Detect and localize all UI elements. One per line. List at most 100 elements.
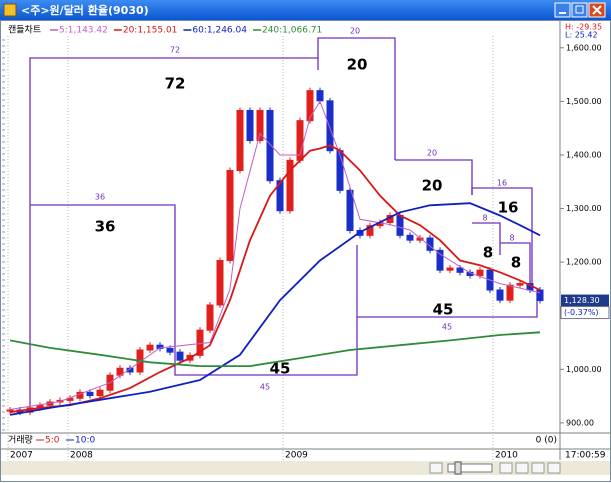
candle [506,284,514,301]
y-tick-label: 1,400.00 [566,150,602,159]
x-tick-label: 2010 [495,451,518,461]
candle [146,344,154,351]
low-info: L: 25.42 [565,31,598,40]
candle [286,159,294,212]
annotation-small: 72 [170,46,180,55]
annotation-small: 45 [442,323,452,332]
candle [446,267,454,271]
annotation-big: 45 [270,360,291,378]
candle [6,409,14,412]
annotation-small: 36 [95,193,105,202]
maximize-button[interactable] [571,2,588,18]
ma-line [9,100,541,410]
candle [276,180,284,212]
change-box [560,306,610,320]
annotation-big: 20 [347,56,368,74]
candle [496,289,504,301]
ma-line [9,202,541,416]
annotation-bracket [317,37,396,160]
candle [326,100,334,152]
volume-ma5: 5:0 [45,436,60,446]
candle [456,267,464,273]
candle [396,215,404,236]
minimize-button[interactable] [554,2,571,18]
annotation-bracket [356,245,538,318]
legend-label: 240:1,066.71 [262,26,322,36]
ma-line [9,331,541,367]
maximize-icon [575,5,584,14]
legend-label: 5:1,143.42 [59,26,108,36]
candle [476,269,484,277]
zoom-in[interactable] [515,462,529,474]
annotation-small: 8 [509,234,514,243]
candle [176,351,184,361]
annotation-bracket [174,317,358,376]
y-tick-label: 1,000.00 [566,365,602,374]
candle [86,391,94,397]
close-icon [592,5,602,15]
scroll-left[interactable] [429,462,443,474]
y-tick-label: 1,600.00 [566,43,602,52]
last-price-box [561,294,609,307]
annotation-small: 20 [427,149,437,158]
candle [346,189,354,232]
candle [96,389,104,397]
window-title: <주>원/달러 환율(9030) [21,3,149,17]
candle [206,304,214,331]
y-tick-label: 1,500.00 [566,97,602,106]
volume-label: 거래량 [8,434,33,446]
legend-label: 60:1,246.04 [192,26,247,36]
zoom-slider[interactable] [447,463,493,473]
candle [226,170,234,262]
annotation-small: 45 [260,383,270,392]
candle [166,347,174,353]
annotation-big: 8 [511,254,521,272]
change-label: (-0.37%) [564,308,599,317]
candle [516,283,524,286]
annotation-big: 45 [433,301,454,319]
y-tick-label: 1,300.00 [566,204,602,213]
annotation-big: 16 [498,199,519,217]
window-buttons[interactable] [554,2,606,18]
annotation-bracket [30,204,176,330]
x-tick-label: 2007 [10,451,33,461]
candle [246,109,254,141]
annotation-bracket [472,222,501,255]
candle [406,234,414,241]
annotation-small: 8 [482,214,487,223]
candle [236,109,244,172]
candle [256,109,264,141]
zoom-thumb[interactable] [454,461,462,475]
annotation-bracket [471,187,533,285]
annotation-big: 72 [165,75,186,93]
annotation-bracket [500,242,531,283]
last-price-label: 1,128.30 [564,296,600,305]
y-tick-label: 1,200.00 [566,258,602,267]
candle [436,249,444,271]
annotation-big: 20 [422,177,443,195]
high-info: H: -29.35 [565,23,602,32]
volume-ma10: 10:0 [75,436,95,446]
y-tick-label: 900.00 [566,418,594,427]
settings[interactable] [547,462,561,474]
annotation-small: 20 [350,27,360,36]
zoom-out[interactable] [531,462,545,474]
scroll-right[interactable] [499,462,513,474]
annotation-big: 8 [483,244,493,262]
candle [536,289,544,302]
annotation-small: 16 [497,179,507,188]
candle [266,109,274,182]
legend-label: 20:1,155.01 [123,26,178,36]
x-tick-label: 2009 [285,451,308,461]
candle [216,260,224,306]
app-icon [3,3,17,17]
candle [316,90,324,102]
candle [366,225,374,236]
annotation-bracket [29,57,319,410]
x-tick-label: 2008 [70,451,93,461]
chart-label: 캔들차트 [8,24,41,36]
volume-value: 0 (0) [536,436,557,446]
